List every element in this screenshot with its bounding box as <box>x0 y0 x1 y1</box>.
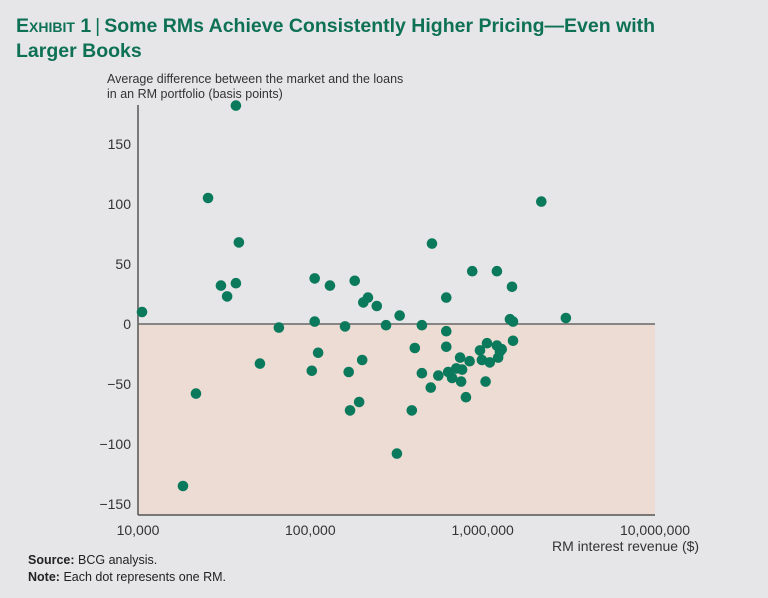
x-tick-labels: 10,000 100,000 1,000,000 10,000,000 <box>117 522 691 538</box>
data-point <box>349 275 361 287</box>
data-point <box>464 355 475 367</box>
data-point <box>309 273 320 284</box>
data-point <box>484 357 496 368</box>
data-point <box>433 370 444 381</box>
x-tick-label: 10,000 <box>117 522 160 538</box>
data-point <box>416 367 428 379</box>
data-point <box>560 312 572 324</box>
data-point <box>230 100 242 111</box>
data-point <box>230 277 242 289</box>
data-point <box>371 300 383 312</box>
data-point <box>339 321 351 332</box>
y-tick-label: 100 <box>108 196 132 212</box>
data-point <box>492 352 504 363</box>
data-point <box>202 192 214 204</box>
data-point <box>215 280 227 291</box>
y-tick-label: 0 <box>123 316 131 332</box>
data-point <box>254 358 266 369</box>
exhibit-label: Exhibit 1 <box>16 15 92 37</box>
data-point <box>177 480 189 492</box>
data-point <box>344 405 356 416</box>
note-label: Note: <box>28 570 60 584</box>
chart-footer: Source: BCG analysis. Note: Each dot rep… <box>28 552 226 586</box>
data-point <box>353 396 365 408</box>
data-point <box>460 391 472 403</box>
data-point <box>406 405 418 416</box>
y-tick-label: 50 <box>115 256 131 272</box>
x-tick-label: 100,000 <box>285 522 336 538</box>
source-label: Source: <box>28 553 75 567</box>
data-point <box>190 388 202 399</box>
data-point <box>409 342 421 354</box>
data-point <box>233 237 245 248</box>
data-point <box>343 366 355 378</box>
data-point <box>273 322 285 333</box>
data-point <box>324 280 336 291</box>
x-tick-label: 10,000,000 <box>620 522 690 538</box>
data-point <box>440 292 452 303</box>
negative-region <box>138 324 655 515</box>
data-point <box>416 319 428 331</box>
y-tick-label: −100 <box>99 436 131 452</box>
data-point <box>454 352 466 363</box>
data-point <box>536 196 547 207</box>
x-tick-label: 1,000,000 <box>452 522 514 538</box>
note-line: Note: Each dot represents one RM. <box>28 569 226 586</box>
data-point <box>391 448 403 459</box>
data-point <box>440 325 452 337</box>
data-point <box>474 345 486 356</box>
data-point <box>446 372 458 384</box>
data-point <box>496 343 508 355</box>
data-point <box>221 291 233 302</box>
data-point <box>356 354 368 366</box>
data-point <box>312 347 324 359</box>
source-line: Source: BCG analysis. <box>28 552 226 569</box>
data-point <box>456 364 468 375</box>
y-tick-label: −150 <box>99 496 131 512</box>
data-point <box>455 376 467 387</box>
data-point <box>306 365 318 377</box>
data-point <box>426 238 438 249</box>
y-tick-label: 150 <box>108 136 132 152</box>
title-text: Some RMs Achieve Consistently Higher Pri… <box>16 15 656 62</box>
x-axis-title: RM interest revenue ($) <box>552 538 700 554</box>
data-point <box>507 335 519 347</box>
title-divider: | <box>95 15 101 37</box>
data-point <box>309 316 320 327</box>
note-text: Each dot represents one RM. <box>63 570 227 584</box>
data-point <box>425 382 437 393</box>
data-point <box>480 376 491 387</box>
data-point <box>507 316 519 327</box>
data-point <box>136 306 148 318</box>
source-text: BCG analysis. <box>78 553 158 567</box>
data-point <box>481 337 493 349</box>
data-point <box>440 341 452 353</box>
y-axis-title: Average difference between the market an… <box>107 72 404 101</box>
chart-title: Exhibit 1 | Some RMs Achieve Consistently … <box>16 14 716 64</box>
data-point <box>394 310 405 321</box>
data-points <box>136 100 572 492</box>
data-point <box>506 281 518 293</box>
data-point <box>466 265 478 277</box>
data-point <box>362 292 374 303</box>
data-point <box>380 319 392 331</box>
y-tick-label: −50 <box>107 376 131 392</box>
data-point <box>491 265 503 277</box>
y-tick-labels: 150 100 50 0 −50 −100 −150 <box>99 136 131 512</box>
